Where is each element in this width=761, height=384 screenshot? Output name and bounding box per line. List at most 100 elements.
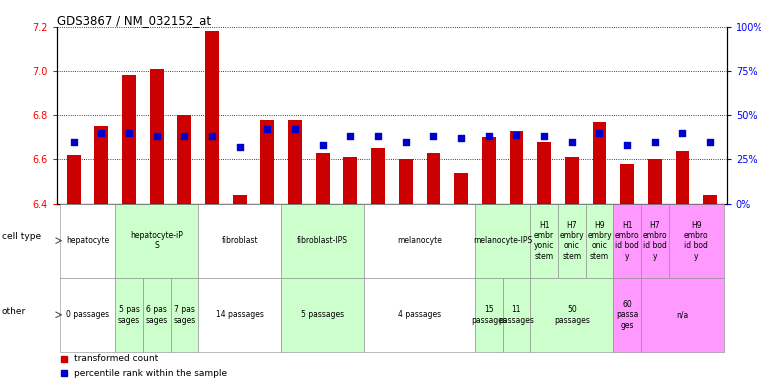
Bar bbox=[282, 204, 365, 278]
Bar bbox=[482, 137, 495, 204]
Bar bbox=[530, 204, 558, 278]
Bar bbox=[586, 204, 613, 278]
Bar bbox=[60, 278, 115, 352]
Bar bbox=[454, 172, 468, 204]
Point bbox=[455, 135, 467, 141]
Bar bbox=[170, 278, 198, 352]
Bar bbox=[426, 153, 441, 204]
Text: H1
embro
id bod
y: H1 embro id bod y bbox=[615, 220, 639, 261]
Bar bbox=[530, 278, 613, 352]
Bar bbox=[115, 278, 143, 352]
Bar bbox=[703, 195, 717, 204]
Bar bbox=[475, 278, 502, 352]
Text: 60
passa
ges: 60 passa ges bbox=[616, 300, 638, 330]
Point bbox=[648, 139, 661, 145]
Point bbox=[704, 139, 716, 145]
Bar bbox=[316, 153, 330, 204]
Bar bbox=[115, 204, 198, 278]
Bar bbox=[67, 155, 81, 204]
Bar bbox=[288, 119, 302, 204]
Text: 15
passages: 15 passages bbox=[471, 305, 507, 324]
Point bbox=[677, 130, 689, 136]
Bar bbox=[502, 278, 530, 352]
Bar bbox=[510, 131, 524, 204]
Text: 4 passages: 4 passages bbox=[398, 310, 441, 319]
Bar bbox=[150, 69, 164, 204]
Bar bbox=[260, 119, 274, 204]
Text: H7
embry
onic
stem: H7 embry onic stem bbox=[559, 220, 584, 261]
Text: hepatocyte: hepatocyte bbox=[66, 236, 109, 245]
Text: melanocyte-IPS: melanocyte-IPS bbox=[473, 236, 532, 245]
Point bbox=[538, 133, 550, 139]
Bar bbox=[613, 278, 641, 352]
Point bbox=[289, 126, 301, 132]
Bar bbox=[399, 159, 412, 204]
Bar bbox=[475, 204, 530, 278]
Bar bbox=[641, 278, 724, 352]
Point bbox=[123, 130, 135, 136]
Text: H7
embro
id bod
y: H7 embro id bod y bbox=[642, 220, 667, 261]
Text: 11
passages: 11 passages bbox=[498, 305, 534, 324]
Bar bbox=[565, 157, 578, 204]
Bar bbox=[143, 278, 170, 352]
Text: melanocyte: melanocyte bbox=[397, 236, 442, 245]
Bar bbox=[94, 126, 108, 204]
Bar bbox=[537, 142, 551, 204]
Bar bbox=[205, 31, 219, 204]
Bar bbox=[60, 204, 115, 278]
Point bbox=[565, 139, 578, 145]
Point bbox=[151, 133, 163, 139]
Bar bbox=[613, 204, 641, 278]
Text: fibroblast: fibroblast bbox=[221, 236, 258, 245]
Bar bbox=[558, 204, 586, 278]
Point bbox=[621, 142, 633, 148]
Text: 6 pas
sages: 6 pas sages bbox=[145, 305, 168, 324]
Point bbox=[511, 132, 523, 138]
Bar bbox=[641, 204, 669, 278]
Bar bbox=[177, 115, 191, 204]
Point bbox=[234, 144, 246, 150]
Text: n/a: n/a bbox=[677, 310, 689, 319]
Bar bbox=[371, 148, 385, 204]
Text: H1
embr
yonic
stem: H1 embr yonic stem bbox=[534, 220, 554, 261]
Text: transformed count: transformed count bbox=[74, 354, 158, 364]
Point bbox=[206, 133, 218, 139]
Bar bbox=[648, 159, 662, 204]
Text: 50
passages: 50 passages bbox=[554, 305, 590, 324]
Point bbox=[317, 142, 329, 148]
Bar bbox=[233, 195, 247, 204]
Bar bbox=[198, 278, 282, 352]
Point bbox=[344, 133, 356, 139]
Point bbox=[178, 133, 190, 139]
Point bbox=[372, 133, 384, 139]
Point bbox=[428, 133, 440, 139]
Text: other: other bbox=[2, 306, 26, 316]
Bar bbox=[365, 204, 475, 278]
Text: hepatocyte-iP
S: hepatocyte-iP S bbox=[130, 231, 183, 250]
Bar bbox=[676, 151, 689, 204]
Bar bbox=[282, 278, 365, 352]
Text: cell type: cell type bbox=[2, 232, 40, 242]
Bar bbox=[593, 122, 607, 204]
Bar bbox=[122, 75, 136, 204]
Bar bbox=[198, 204, 282, 278]
Point bbox=[95, 130, 107, 136]
Text: 14 passages: 14 passages bbox=[216, 310, 263, 319]
Text: 0 passages: 0 passages bbox=[66, 310, 109, 319]
Text: 5 passages: 5 passages bbox=[301, 310, 344, 319]
Point bbox=[400, 139, 412, 145]
Text: fibroblast-IPS: fibroblast-IPS bbox=[298, 236, 349, 245]
Point bbox=[594, 130, 606, 136]
Text: H9
embro
id bod
y: H9 embro id bod y bbox=[684, 220, 708, 261]
Bar bbox=[343, 157, 358, 204]
Text: H9
embry
onic
stem: H9 embry onic stem bbox=[587, 220, 612, 261]
Bar bbox=[669, 204, 724, 278]
Point bbox=[261, 126, 273, 132]
Point bbox=[482, 133, 495, 139]
Text: 7 pas
sages: 7 pas sages bbox=[174, 305, 196, 324]
Text: GDS3867 / NM_032152_at: GDS3867 / NM_032152_at bbox=[57, 14, 212, 27]
Bar bbox=[620, 164, 634, 204]
Text: percentile rank within the sample: percentile rank within the sample bbox=[74, 369, 227, 377]
Point bbox=[68, 139, 80, 145]
Bar bbox=[365, 278, 475, 352]
